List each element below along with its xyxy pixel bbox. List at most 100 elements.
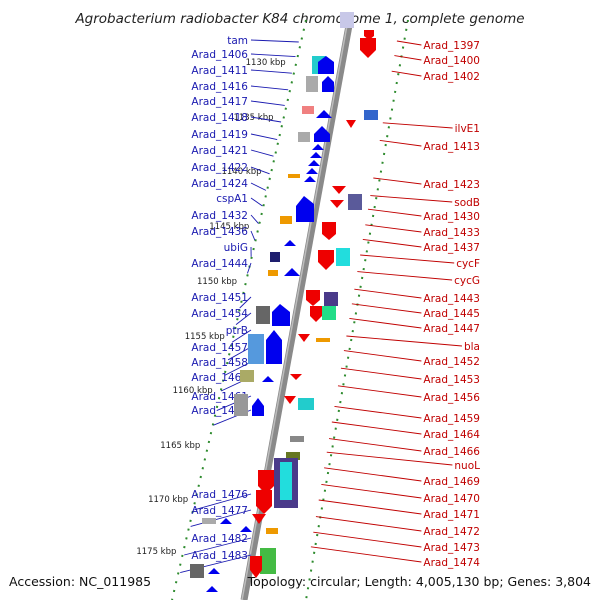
forward-arrow bbox=[208, 568, 220, 574]
forward-gene-label: Arad_1461 bbox=[191, 391, 248, 403]
leader-line bbox=[250, 133, 278, 141]
scale-label: 1145 kbp bbox=[209, 222, 249, 232]
leader-line bbox=[250, 182, 267, 191]
feature-block bbox=[256, 306, 270, 324]
feature-block bbox=[270, 252, 280, 262]
feature-track bbox=[190, 12, 378, 592]
reverse-gene-label: bla bbox=[464, 341, 480, 353]
forward-gene-labels: tam Arad_1406 Arad_1411 Arad_1416 Arad_1417 A… bbox=[191, 35, 248, 562]
leader-line bbox=[250, 39, 299, 43]
scale-label: 1170 kbp bbox=[148, 495, 188, 505]
forward-gene-label: Arad_1460 bbox=[191, 372, 248, 384]
forward-arrow bbox=[306, 168, 318, 174]
reverse-gene-label: Arad_1472 bbox=[423, 526, 480, 538]
leader-line bbox=[321, 483, 422, 499]
map-title: Agrobacterium radiobacter K84 chromosome… bbox=[74, 11, 524, 27]
leader-line bbox=[250, 85, 289, 91]
scale-label: 1140 kbp bbox=[221, 167, 261, 177]
leader-line bbox=[349, 317, 422, 329]
reverse-gene-label: Arad_1402 bbox=[423, 71, 480, 83]
forward-arrow bbox=[304, 176, 316, 182]
outer-tick-ring bbox=[305, 19, 409, 600]
forward-gene-label: Arad_1417 bbox=[191, 96, 248, 108]
forward-gene-label: Arad_1444 bbox=[191, 258, 248, 270]
forward-gene-label: ubiG bbox=[224, 242, 248, 254]
feature-block bbox=[286, 452, 300, 460]
feature-block bbox=[240, 370, 254, 382]
leader-line bbox=[250, 166, 270, 175]
reverse-gene-label: Arad_1433 bbox=[423, 227, 480, 239]
forward-arrow bbox=[322, 76, 334, 92]
forward-arrow bbox=[266, 330, 282, 364]
leader-line bbox=[373, 177, 422, 185]
forward-arrow bbox=[296, 196, 314, 222]
leader-line bbox=[250, 116, 282, 123]
reverse-gene-label: Arad_1445 bbox=[423, 308, 480, 320]
forward-gene-label: Arad_1406 bbox=[191, 49, 248, 61]
leader-line bbox=[250, 69, 292, 74]
leader-line bbox=[190, 509, 252, 527]
feature-block bbox=[290, 436, 304, 442]
leader-line bbox=[382, 122, 453, 129]
reverse-gene-label: Arad_1452 bbox=[423, 356, 480, 368]
leader-line bbox=[328, 438, 422, 452]
leader-line bbox=[351, 303, 422, 314]
reverse-gene-label: Arad_1413 bbox=[423, 141, 480, 153]
reverse-gene-labels: Arad_1397 Arad_1400 Arad_1402 ilvE1 Arad_141… bbox=[423, 40, 480, 569]
reverse-gene-label: Arad_1464 bbox=[423, 429, 480, 441]
leader-line bbox=[396, 40, 422, 46]
leader-line bbox=[194, 493, 252, 511]
leader-line bbox=[334, 405, 422, 419]
leader-line bbox=[310, 546, 422, 563]
reverse-arrow bbox=[290, 374, 302, 380]
reverse-gene-label: Arad_1430 bbox=[423, 211, 480, 223]
forward-arrow bbox=[240, 526, 252, 532]
forward-gene-label: cspA1 bbox=[216, 193, 248, 205]
feature-block bbox=[340, 12, 354, 28]
accession-label: Accession: NC_011985 bbox=[9, 574, 151, 589]
forward-arrow bbox=[252, 398, 264, 416]
leader-line bbox=[346, 335, 463, 347]
feature-block bbox=[248, 334, 264, 364]
reverse-arrow bbox=[330, 200, 344, 208]
scale-label: 1135 kbp bbox=[233, 113, 273, 123]
feature-block bbox=[364, 110, 378, 120]
feature-block bbox=[316, 338, 330, 342]
feature-block bbox=[336, 248, 350, 266]
forward-gene-label: Arad_1482 bbox=[191, 533, 248, 545]
forward-gene-label: Arad_1424 bbox=[191, 178, 248, 190]
feature-block bbox=[306, 76, 318, 92]
inner-tick-ring bbox=[171, 19, 307, 600]
topology-label: Topology: circular; Length: 4,005,130 bp… bbox=[247, 574, 591, 589]
reverse-gene-label: Arad_1423 bbox=[423, 179, 480, 191]
feature-block bbox=[260, 548, 276, 574]
feature-block bbox=[234, 394, 248, 416]
leader-line bbox=[367, 208, 422, 217]
scale-label: 1155 kbp bbox=[185, 332, 225, 342]
leader-line bbox=[227, 346, 252, 361]
forward-arrow bbox=[284, 240, 296, 246]
leader-line bbox=[326, 451, 453, 466]
forward-gene-label: Arad_1454 bbox=[191, 308, 248, 320]
reverse-gene-label: nuoL bbox=[454, 460, 480, 472]
reverse-gene-label: cycF bbox=[456, 258, 480, 270]
leader-line bbox=[331, 421, 422, 435]
forward-gene-label: Arad_1411 bbox=[191, 65, 248, 77]
feature-block bbox=[298, 132, 310, 142]
forward-arrow bbox=[284, 268, 300, 276]
scale-label: 1150 kbp bbox=[197, 277, 237, 287]
leader-line bbox=[250, 214, 259, 224]
reverse-arrow bbox=[252, 514, 266, 524]
reverse-arrow bbox=[332, 186, 346, 194]
forward-arrow bbox=[312, 144, 324, 150]
forward-gene-leaders bbox=[180, 39, 299, 574]
reverse-gene-label: Arad_1459 bbox=[423, 413, 480, 425]
forward-gene-label: Arad_1458 bbox=[191, 357, 248, 369]
reverse-gene-label: Arad_1397 bbox=[423, 40, 480, 52]
forward-gene-label: Arad_1477 bbox=[191, 505, 248, 517]
reverse-arrow bbox=[284, 396, 296, 404]
scale-label: 1165 kbp bbox=[160, 441, 200, 451]
reverse-gene-label: Arad_1466 bbox=[423, 446, 480, 458]
reverse-arrow bbox=[346, 120, 356, 128]
